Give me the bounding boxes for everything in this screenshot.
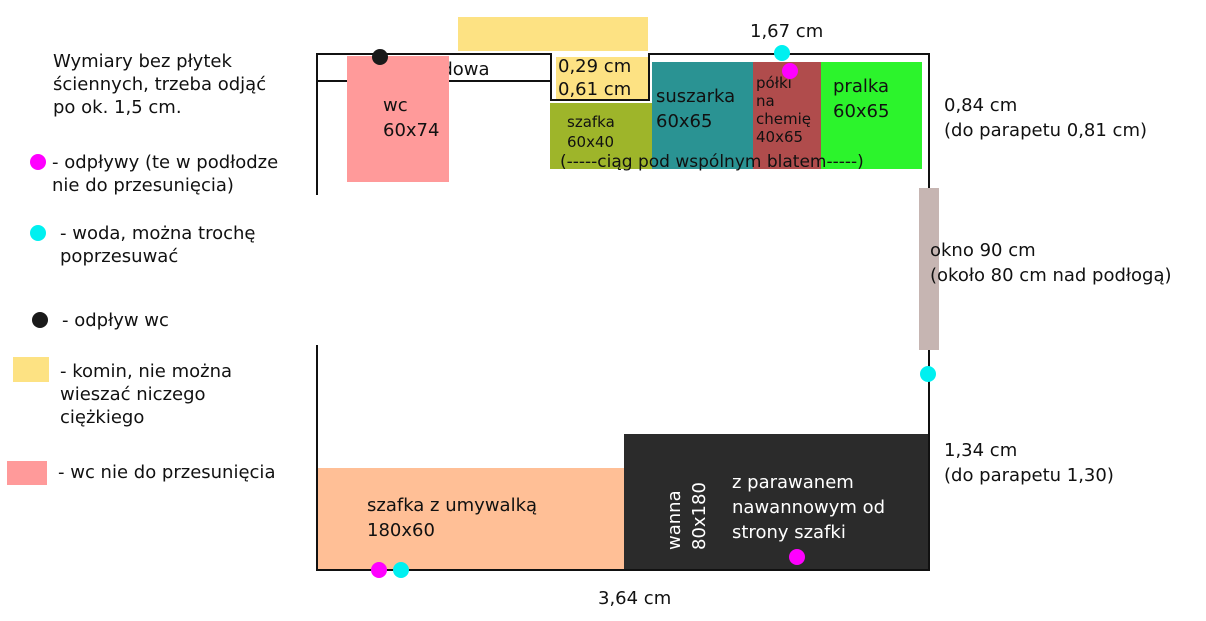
dryer-label: suszarka 60x65	[656, 86, 736, 132]
chimney-recess-fill	[556, 57, 648, 99]
sink-cabinet	[318, 468, 624, 569]
worktop-note: (-----ciąg pod wspólnym blatem-----)	[560, 152, 864, 172]
legend-chimney-label: - komin, nie można wieszać niczego ciężk…	[60, 361, 233, 428]
legend-drain-label: - odpływy (te w podłodze nie do przesuni…	[52, 152, 279, 196]
sink-cabinet-label: szafka z umywalką 180x60	[367, 495, 538, 541]
wc-label: wc 60x74	[383, 95, 440, 141]
shelves-label: półki na chemię 40x65	[756, 74, 811, 146]
washer-label: pralka 60x65	[833, 76, 890, 122]
top-wall-left	[316, 53, 552, 55]
washing-machine	[821, 62, 922, 169]
right-lower-dimension: 1,34 cm (do parapetu 1,30)	[944, 440, 1114, 486]
bottom-wall	[316, 569, 930, 571]
window	[919, 188, 939, 350]
wc-drain-legend-icon	[32, 312, 48, 328]
right-wall-lower	[928, 350, 930, 571]
chimney-recess-left	[550, 53, 552, 101]
water-inlet-top-icon	[774, 45, 790, 61]
bathtub	[624, 434, 928, 569]
right-wall-upper	[928, 53, 930, 188]
cabinet-small-label: szafka 60x40	[567, 113, 615, 151]
chimney-recess-bottom	[550, 99, 650, 101]
chimney	[458, 17, 648, 51]
sink-drain-icon	[371, 562, 387, 578]
bottom-dimension: 3,64 cm	[598, 588, 672, 609]
water-legend-icon	[30, 225, 46, 241]
window-label: okno 90 cm (około 80 cm nad podłogą)	[930, 240, 1172, 286]
drain-top-icon	[782, 63, 798, 79]
legend-wc-drain-label: - odpływ wc	[62, 310, 169, 331]
wc-fixture	[347, 56, 449, 182]
right-upper-dimension: 0,84 cm (do parapetu 0,81 cm)	[944, 95, 1148, 141]
dimensions-note: Wymiary bez płytek ściennych, trzeba odj…	[53, 51, 267, 118]
bathtub-drain-icon	[789, 549, 805, 565]
legend-water-label: - woda, można trochę poprzesuwać	[60, 223, 256, 267]
drain-legend-icon	[30, 154, 46, 170]
dryer	[652, 62, 754, 169]
bathtub-size-label: wanna 80x180	[664, 482, 710, 550]
left-wall-upper	[316, 53, 318, 195]
top-dimension: 1,67 cm	[750, 21, 824, 42]
wc-drain-icon	[372, 49, 388, 65]
left-wall-lower	[316, 345, 318, 571]
chimney-legend-swatch	[13, 357, 49, 382]
water-inlet-right-icon	[920, 366, 936, 382]
chimney-recess-right	[648, 53, 650, 101]
bathtub-note-label: z parawanem nawannowym od strony szafki	[732, 472, 886, 543]
chemicals-shelves	[753, 62, 821, 169]
wc-legend-swatch	[7, 461, 47, 485]
sink-water-icon	[393, 562, 409, 578]
chimney-dims-label: 0,29 cm 0,61 cm	[558, 56, 632, 100]
cabinet-small	[550, 103, 652, 169]
legend-wc-label: - wc nie do przesunięcia	[58, 462, 276, 483]
